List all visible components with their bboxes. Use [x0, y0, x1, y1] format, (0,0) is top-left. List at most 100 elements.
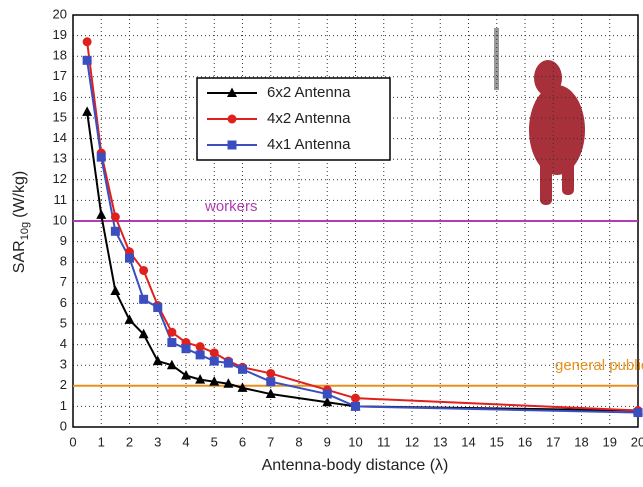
x-tick-label: 14: [461, 434, 475, 449]
data-point: [237, 382, 248, 392]
data-point: [195, 350, 205, 360]
figure-body: [529, 85, 585, 175]
data-point: [167, 338, 177, 348]
data-point: [96, 152, 106, 162]
y-label-main: SAR: [11, 240, 28, 273]
x-tick-label: 15: [490, 434, 504, 449]
data-point: [152, 355, 163, 366]
data-point: [96, 209, 107, 219]
x-tick-label: 6: [239, 434, 246, 449]
data-point: [110, 226, 120, 236]
data-point: [223, 378, 234, 388]
data-point: [139, 265, 149, 275]
x-tick-label: 5: [211, 434, 218, 449]
data-point: [266, 377, 276, 387]
x-tick-label: 18: [574, 434, 588, 449]
y-tick-label: 20: [53, 6, 67, 21]
figure-leg: [540, 150, 552, 205]
data-point: [265, 388, 276, 399]
y-tick-label: 0: [60, 418, 67, 433]
data-point: [181, 344, 191, 354]
x-tick-label: 13: [433, 434, 447, 449]
x-tick-label: 20: [631, 434, 643, 449]
y-tick-label: 11: [54, 192, 68, 207]
reference-label: workers: [204, 198, 258, 215]
y-tick-label: 8: [60, 254, 67, 269]
data-point: [124, 314, 135, 324]
data-point: [223, 358, 233, 368]
y-label-unit: (W/kg): [11, 171, 28, 218]
x-tick-label: 8: [295, 434, 302, 449]
y-tick-label: 15: [53, 109, 67, 124]
figure-leg: [562, 150, 574, 195]
y-tick-label: 19: [53, 27, 67, 42]
y-tick-label: 3: [60, 357, 67, 372]
series-line: [86, 60, 639, 414]
x-tick-label: 7: [267, 434, 274, 449]
data-point: [138, 328, 149, 339]
data-point: [195, 342, 205, 352]
y-tick-label: 2: [60, 377, 67, 392]
data-point: [167, 327, 177, 337]
data-point: [82, 106, 93, 116]
data-point: [238, 364, 247, 374]
data-point: [153, 303, 163, 313]
reference-label: general public: [555, 357, 643, 374]
x-tick-label: 2: [126, 434, 133, 449]
data-point: [110, 285, 121, 296]
y-tick-label: 18: [53, 48, 67, 63]
y-tick-label: 14: [53, 130, 67, 145]
x-tick-label: 0: [69, 434, 76, 449]
x-tick-label: 17: [546, 434, 560, 449]
legend-label: 4x1 Antenna: [267, 136, 351, 153]
data-point: [351, 393, 360, 403]
y-tick-label: 9: [60, 233, 67, 248]
data-point: [181, 370, 191, 380]
y-tick-label: 6: [60, 295, 67, 310]
human-figure: [494, 28, 585, 205]
x-tick-label: 9: [324, 434, 331, 449]
legend-marker: [227, 140, 237, 150]
data-point: [351, 401, 360, 411]
y-tick-label: 17: [53, 68, 67, 83]
data-point: [82, 37, 92, 47]
data-point: [110, 212, 120, 222]
data-point: [266, 368, 276, 378]
data-point: [125, 253, 134, 263]
y-tick-label: 7: [60, 274, 67, 289]
y-tick-label: 12: [53, 171, 67, 186]
data-point: [82, 55, 92, 65]
legend-label: 6x2 Antenna: [267, 84, 351, 101]
data-point: [166, 359, 177, 370]
legend-label: 4x2 Antenna: [267, 110, 351, 127]
data-point: [209, 356, 219, 366]
x-tick-label: 11: [377, 434, 391, 449]
data-point: [195, 374, 206, 384]
x-tick-label: 19: [603, 434, 617, 449]
y-tick-label: 5: [60, 315, 67, 330]
data-point: [209, 376, 220, 386]
series-line: [86, 41, 639, 412]
y-label-sub: 10g: [19, 222, 31, 240]
y-axis-label: SAR10g (W/kg): [11, 171, 31, 273]
x-tick-label: 4: [182, 434, 189, 449]
data-point: [322, 396, 333, 407]
y-tick-label: 13: [53, 151, 67, 166]
x-tick-label: 3: [154, 434, 161, 449]
x-tick-label: 1: [98, 434, 105, 449]
data-point: [322, 389, 332, 399]
legend-marker: [227, 87, 237, 97]
y-tick-label: 16: [53, 89, 67, 104]
y-tick-label: 10: [53, 212, 67, 227]
y-tick-label: 4: [60, 336, 67, 351]
legend-marker: [227, 114, 237, 124]
data-point: [209, 348, 219, 358]
series-line: [86, 111, 639, 412]
data-point: [633, 408, 643, 418]
x-tick-label: 12: [405, 434, 419, 449]
x-tick-label: 10: [348, 434, 362, 449]
data-point: [139, 294, 149, 304]
x-tick-label: 16: [518, 434, 532, 449]
